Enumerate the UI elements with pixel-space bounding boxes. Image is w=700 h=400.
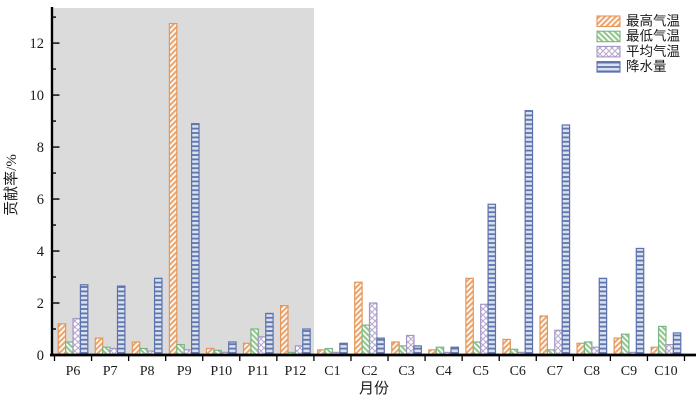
bar-precipitation-C10 [672, 332, 682, 356]
bar-precipitation-P11 [265, 312, 274, 356]
legend-label: 平均气温 [626, 44, 680, 59]
bar-min-temp-C9 [620, 333, 630, 356]
legend-swatch-avg-temp [596, 45, 621, 58]
x-tick-label: C2 [361, 364, 377, 379]
legend-item-max-temp: 最高气温 [596, 13, 680, 29]
bar-max-temp-P11 [242, 342, 252, 356]
x-tick-label: C4 [435, 364, 451, 379]
bar-precipitation-P10 [228, 341, 237, 356]
x-tick-label: P10 [210, 364, 232, 379]
bar-avg-temp-P11 [257, 336, 267, 356]
bar-max-temp-C9 [613, 337, 623, 356]
y-tick-label: 8 [37, 140, 44, 156]
x-tick-label: P6 [66, 364, 81, 379]
legend-swatch-max-temp [596, 15, 621, 28]
bar-precipitation-C8 [598, 277, 608, 356]
bar-max-temp-P12 [279, 305, 289, 356]
x-tick-label: P8 [140, 364, 155, 379]
bar-precipitation-P9 [191, 123, 200, 356]
x-tick-label: C10 [654, 364, 677, 379]
legend-item-precipitation: 降水量 [596, 59, 667, 74]
y-tick-label: 2 [37, 296, 44, 312]
bar-avg-temp-C5 [480, 303, 489, 356]
bar-avg-temp-C7 [554, 329, 563, 356]
bar-min-temp-P9 [176, 344, 185, 356]
legend-item-avg-temp: 平均气温 [596, 44, 680, 59]
bar-max-temp-C5 [465, 277, 474, 356]
bar-precipitation-P7 [116, 285, 126, 356]
x-axis-label: 月份 [359, 380, 389, 397]
y-tick-label: 10 [30, 88, 45, 104]
x-tick-label: P11 [248, 364, 269, 379]
legend-label: 最低气温 [626, 29, 680, 44]
x-tick-label: P9 [177, 364, 192, 379]
legend-swatch-precipitation [596, 61, 621, 73]
bar-precipitation-C5 [487, 203, 497, 356]
bar-max-temp-C6 [502, 338, 511, 356]
x-tick-label: P7 [103, 364, 118, 379]
legend-swatch-min-temp [596, 30, 621, 43]
bar-max-temp-C8 [576, 342, 586, 356]
legend-item-min-temp: 最低气温 [596, 29, 680, 44]
bar-precipitation-C2 [376, 337, 385, 356]
y-tick-label: 6 [37, 192, 44, 208]
bar-precipitation-P8 [153, 277, 163, 356]
bar-precipitation-P12 [302, 328, 311, 356]
bar-max-temp-P8 [131, 341, 141, 356]
bar-min-temp-C2 [361, 324, 371, 356]
bar-precipitation-C7 [561, 124, 571, 356]
x-tick-label: C3 [398, 364, 414, 379]
bar-avg-temp-P6 [72, 318, 82, 356]
highlight-region [53, 8, 314, 355]
bar-max-temp-C7 [539, 315, 548, 356]
legend-label: 最高气温 [626, 13, 680, 29]
bar-min-temp-C8 [583, 341, 593, 356]
x-tick-label: C7 [547, 364, 563, 379]
bar-min-temp-C5 [472, 341, 482, 356]
bar-precipitation-C1 [339, 342, 348, 356]
bar-min-temp-C10 [657, 325, 667, 356]
bar-min-temp-P11 [250, 328, 259, 356]
bar-avg-temp-C2 [368, 302, 378, 356]
y-tick-label: 0 [37, 348, 44, 364]
bar-max-temp-P9 [168, 23, 178, 356]
y-tick-label: 4 [37, 244, 45, 260]
bar-precipitation-C6 [524, 110, 534, 356]
bar-max-temp-P7 [94, 337, 104, 356]
bar-max-temp-P6 [57, 323, 67, 356]
x-tick-label: C1 [324, 364, 340, 379]
bar-precipitation-P6 [79, 284, 89, 356]
x-tick-label: C5 [473, 364, 489, 379]
x-tick-label: C6 [510, 364, 526, 379]
bar-avg-temp-C3 [405, 334, 415, 356]
y-axis-label: 贡献率/% [3, 154, 20, 216]
bar-max-temp-C3 [391, 341, 400, 356]
bar-max-temp-C2 [354, 281, 363, 356]
y-tick-label: 12 [30, 36, 45, 52]
bar-precipitation-C9 [635, 247, 645, 356]
x-tick-label: P12 [284, 364, 306, 379]
x-tick-label: C8 [584, 364, 600, 379]
x-tick-label: C9 [621, 364, 637, 379]
legend-label: 降水量 [626, 59, 667, 74]
bar-min-temp-P6 [65, 341, 74, 356]
bar-avg-temp-C10 [665, 344, 674, 356]
